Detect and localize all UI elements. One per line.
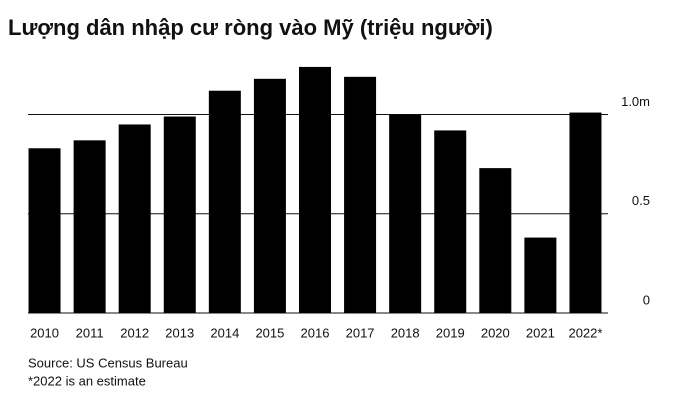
bar — [208, 90, 241, 313]
bar — [389, 114, 422, 314]
x-tick-label: 2011 — [76, 325, 104, 340]
chart-title: Lượng dân nhập cư ròng vào Mỹ (triệu ngư… — [8, 15, 493, 40]
bar — [344, 76, 377, 313]
note: *2022 is an estimate — [28, 373, 146, 388]
bar — [73, 140, 106, 313]
x-tick-label: 2022* — [568, 325, 602, 340]
source: Source: US Census Bureau — [28, 355, 188, 370]
x-tick-label: 2020 — [481, 325, 510, 340]
x-tick-label: 2015 — [255, 325, 284, 340]
y-tick-label: 0 — [643, 292, 650, 307]
x-tick-label: 2012 — [120, 325, 149, 340]
bar — [28, 148, 61, 313]
bar — [434, 130, 467, 313]
y-tick-label: 1.0m — [621, 94, 650, 109]
bar — [299, 66, 331, 314]
x-tick-label: 2017 — [346, 325, 375, 340]
x-tick-label: 2021 — [526, 325, 555, 340]
bar — [118, 124, 151, 313]
x-tick-label: 2018 — [391, 325, 420, 340]
bar — [163, 116, 196, 314]
x-tick-label: 2019 — [436, 325, 465, 340]
y-tick-label: 0.5 — [632, 193, 650, 208]
bar — [569, 112, 602, 313]
bar — [524, 237, 557, 313]
x-tick-label: 2014 — [210, 325, 239, 340]
bar — [479, 168, 512, 313]
x-tick-label: 2010 — [30, 325, 59, 340]
x-tick-label: 2013 — [165, 325, 194, 340]
bar — [253, 78, 286, 313]
x-tick-label: 2016 — [301, 325, 330, 340]
